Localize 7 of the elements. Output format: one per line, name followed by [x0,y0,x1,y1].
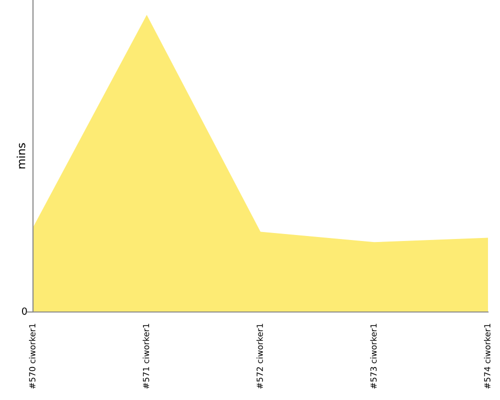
x-tick-label: #572 ciworker1 [256,324,263,389]
x-tick-label: #573 ciworker1 [370,324,377,389]
x-tick-label: #571 ciworker1 [142,324,150,389]
x-tick-label: #574 ciworker1 [484,324,490,389]
text: 0 [22,307,27,315]
x-tick-label: #570 ciworker1 [28,324,36,389]
y-axis-title: mins [16,143,26,168]
